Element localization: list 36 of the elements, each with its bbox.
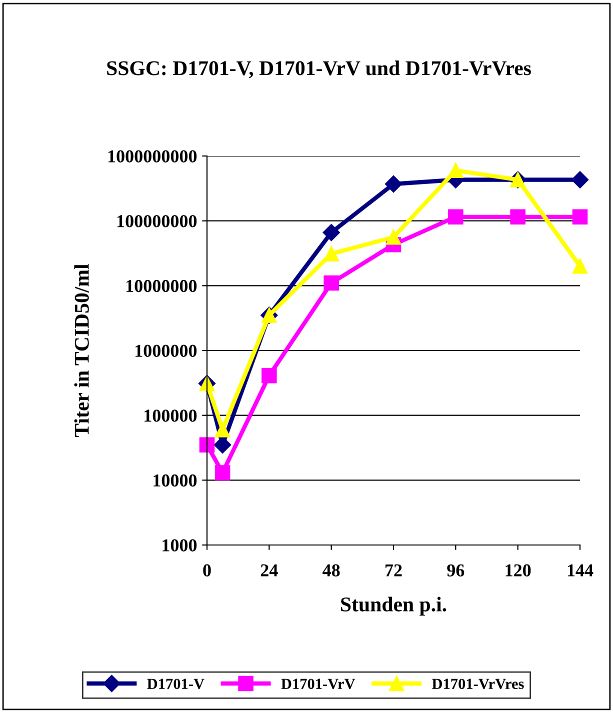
point — [199, 437, 215, 453]
x-tick-label: 144 — [568, 564, 594, 576]
y-tick-label: 1000 — [162, 539, 197, 552]
y-axis-title: Titer in TCID50/ml — [74, 264, 89, 438]
legend-label: D1701-VrVres — [432, 678, 524, 690]
point — [262, 368, 277, 384]
x-tick-label: 0 — [203, 564, 211, 576]
point — [214, 422, 230, 438]
x-tick-label: 24 — [260, 564, 278, 576]
point — [571, 171, 589, 188]
legend-label: D1701-V — [147, 678, 204, 690]
point — [322, 224, 340, 242]
point — [572, 209, 588, 225]
point — [448, 209, 464, 225]
point — [384, 175, 402, 193]
point — [510, 209, 526, 225]
x-tick-label: 72 — [386, 564, 402, 576]
point — [214, 436, 232, 454]
y-tick-label: 1000000000 — [108, 150, 197, 162]
y-tick-label: 100000 — [144, 410, 197, 422]
point — [386, 230, 402, 245]
y-tick-label: 1000000 — [136, 344, 197, 357]
point — [448, 162, 464, 178]
legend-label: D1701-VrV — [281, 678, 356, 690]
point — [214, 465, 230, 480]
x-tick-label: 48 — [322, 564, 340, 576]
point — [572, 258, 588, 274]
y-tick-label: 10000 — [154, 474, 197, 487]
y-tick-label: 10000000 — [126, 280, 197, 292]
chart-title: SSGC: D1701-V, D1701-VrV und D1701-VrVres — [107, 60, 531, 78]
y-tick-label: 100000000 — [117, 215, 197, 228]
x-tick-label: 96 — [447, 564, 464, 576]
x-tick-label: 120 — [506, 564, 531, 576]
x-axis-title: Stunden p.i. — [341, 596, 446, 616]
point — [324, 246, 339, 262]
point — [324, 275, 339, 291]
